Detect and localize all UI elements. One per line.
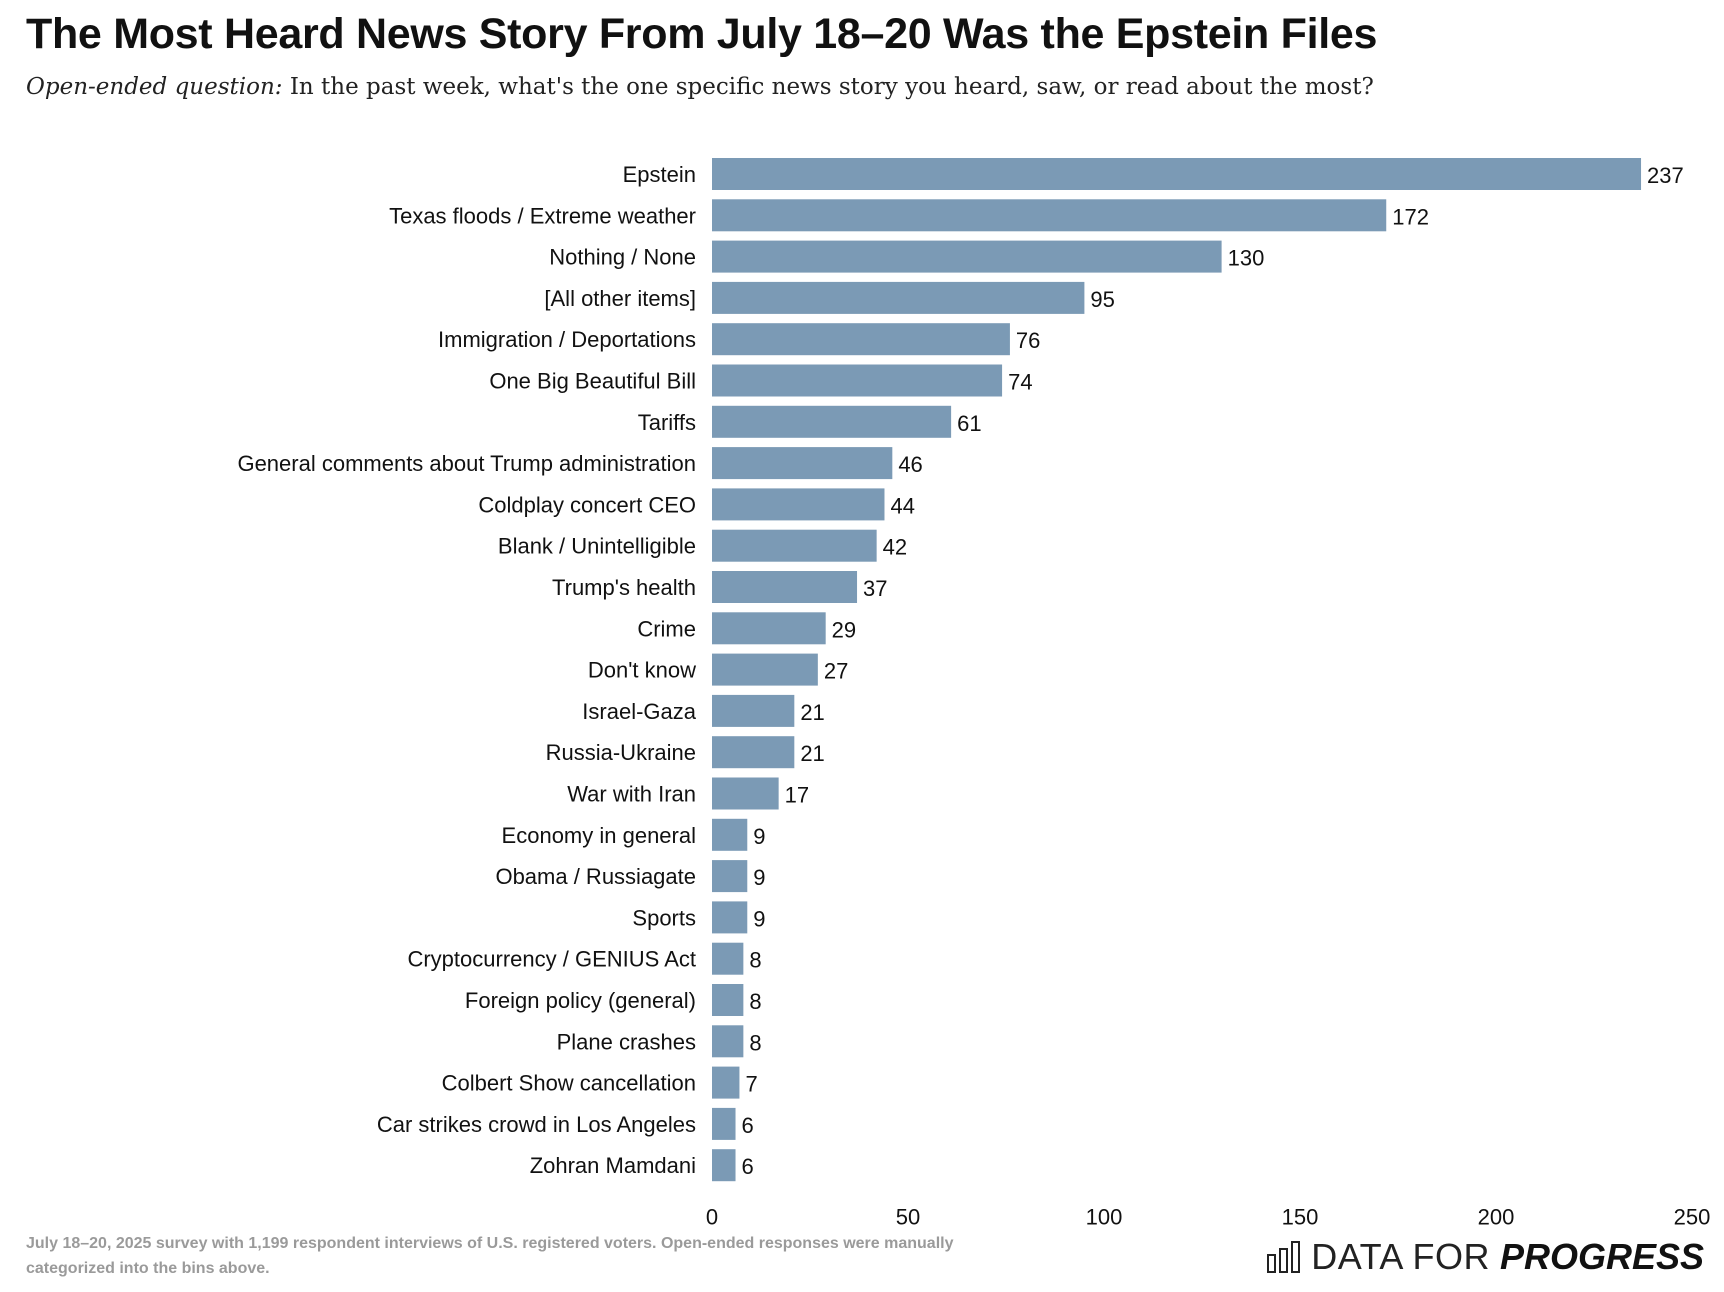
value-label: 27 xyxy=(824,659,848,684)
value-label: 172 xyxy=(1392,204,1429,229)
bar xyxy=(712,818,748,851)
category-label: Israel-Gaza xyxy=(582,699,696,724)
bar xyxy=(712,199,1387,232)
category-label: Russia-Ukraine xyxy=(546,740,696,765)
bar xyxy=(712,901,748,934)
category-label: Car strikes crowd in Los Angeles xyxy=(377,1112,696,1137)
category-label: Trump's health xyxy=(552,575,696,600)
bar xyxy=(712,281,1085,314)
category-label: Zohran Mamdani xyxy=(530,1153,696,1178)
category-label: Blank / Unintelligible xyxy=(498,534,696,559)
bar xyxy=(712,860,748,893)
category-label: Plane crashes xyxy=(557,1029,696,1054)
category-label: General comments about Trump administrat… xyxy=(237,451,696,476)
category-label: Crime xyxy=(637,616,696,641)
bar xyxy=(712,158,1642,190)
category-label: Nothing / None xyxy=(549,245,696,270)
category-label: Immigration / Deportations xyxy=(438,327,696,352)
bar xyxy=(712,529,877,562)
category-label: One Big Beautiful Bill xyxy=(489,369,696,394)
bar-chart: Epstein 237 Texas floods / Extreme weather… xyxy=(237,158,1711,1226)
category-label: Texas floods / Extreme weather xyxy=(389,203,696,228)
value-label: 7 xyxy=(745,1072,757,1097)
bar xyxy=(712,1149,736,1182)
value-label: 17 xyxy=(785,783,809,808)
page-title: The Most Heard News Story From July 18–2… xyxy=(26,10,1378,58)
category-label: Sports xyxy=(632,905,696,930)
value-label: 6 xyxy=(742,1154,754,1179)
x-tick-label: 100 xyxy=(1086,1205,1123,1226)
bar xyxy=(712,1107,736,1140)
chart-subtitle: Open-ended question: In the past week, w… xyxy=(26,74,1374,100)
value-label: 9 xyxy=(753,906,765,931)
category-label: [All other items] xyxy=(544,286,696,311)
category-label: Colbert Show cancellation xyxy=(442,1071,696,1096)
value-label: 6 xyxy=(742,1113,754,1138)
category-label: Epstein xyxy=(623,162,696,187)
value-label: 74 xyxy=(1008,370,1032,395)
category-label: Economy in general xyxy=(502,823,696,848)
x-tick-label: 0 xyxy=(706,1205,718,1226)
value-label: 9 xyxy=(753,865,765,890)
value-label: 21 xyxy=(800,741,824,766)
category-label: Coldplay concert CEO xyxy=(478,492,696,517)
value-label: 46 xyxy=(898,452,922,477)
bar xyxy=(712,736,795,769)
brand-logo: DATA FOR PROGRESS xyxy=(1267,1236,1704,1278)
category-label: Tariffs xyxy=(638,410,696,435)
category-label: War with Iran xyxy=(567,782,696,807)
bar-chart-logo-icon xyxy=(1267,1241,1301,1273)
category-label: Obama / Russiagate xyxy=(495,864,696,889)
x-tick-label: 50 xyxy=(896,1205,920,1226)
x-tick-label: 200 xyxy=(1478,1205,1515,1226)
value-label: 76 xyxy=(1016,328,1040,353)
value-label: 61 xyxy=(957,411,981,436)
bar xyxy=(712,488,885,521)
bar xyxy=(712,653,818,686)
value-label: 8 xyxy=(749,948,761,973)
value-label: 130 xyxy=(1228,246,1265,271)
bar xyxy=(712,694,795,727)
x-tick-label: 250 xyxy=(1674,1205,1711,1226)
value-label: 9 xyxy=(753,824,765,849)
value-label: 29 xyxy=(832,617,856,642)
value-label: 95 xyxy=(1090,287,1114,312)
bar xyxy=(712,1066,740,1099)
brand-name-regular: DATA FOR xyxy=(1311,1236,1490,1277)
bar xyxy=(712,240,1222,273)
bar xyxy=(712,612,826,645)
value-label: 21 xyxy=(800,700,824,725)
bar xyxy=(712,447,893,480)
bar xyxy=(712,777,779,810)
category-label: Don't know xyxy=(588,658,696,683)
category-label: Cryptocurrency / GENIUS Act xyxy=(407,947,696,972)
bar xyxy=(712,571,858,603)
subtitle-lead: Open-ended question: xyxy=(26,74,283,100)
brand-name-bold: PROGRESS xyxy=(1499,1236,1704,1277)
category-label: Foreign policy (general) xyxy=(465,988,696,1013)
value-label: 44 xyxy=(890,493,914,518)
bar xyxy=(712,942,744,975)
subtitle-question: In the past week, what's the one specifi… xyxy=(282,74,1374,100)
value-label: 37 xyxy=(863,576,887,601)
bar xyxy=(712,405,952,438)
value-label: 8 xyxy=(749,1030,761,1055)
bar xyxy=(712,323,1010,356)
x-tick-label: 150 xyxy=(1282,1205,1319,1226)
bar xyxy=(712,984,744,1016)
bar xyxy=(712,364,1003,397)
value-label: 237 xyxy=(1647,163,1684,188)
survey-footnote: July 18–20, 2025 survey with 1,199 respo… xyxy=(26,1235,954,1277)
value-label: 42 xyxy=(883,535,907,560)
value-label: 8 xyxy=(749,989,761,1014)
bar xyxy=(712,1025,744,1058)
